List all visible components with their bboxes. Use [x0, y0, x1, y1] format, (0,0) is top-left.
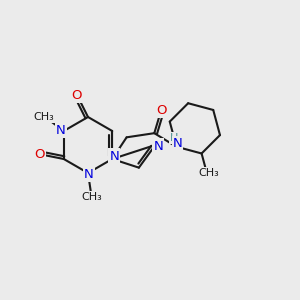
Text: O: O	[71, 89, 82, 102]
Text: O: O	[34, 148, 44, 161]
Text: N: N	[172, 137, 182, 150]
Text: O: O	[156, 103, 167, 117]
Text: N: N	[110, 149, 119, 163]
Text: CH₃: CH₃	[81, 192, 102, 202]
Text: N: N	[154, 140, 163, 152]
Text: CH₃: CH₃	[198, 168, 219, 178]
Text: N: N	[56, 124, 66, 136]
Text: N: N	[84, 167, 94, 181]
Text: H: H	[170, 133, 179, 143]
Text: CH₃: CH₃	[34, 112, 55, 122]
